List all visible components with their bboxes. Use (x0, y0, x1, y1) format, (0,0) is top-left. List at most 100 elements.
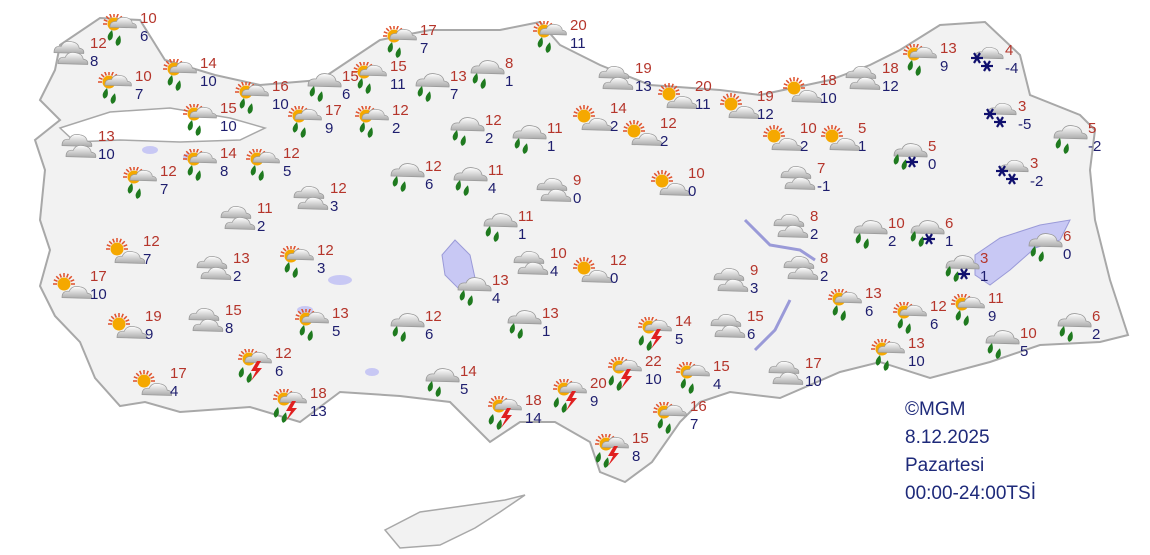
min-temp: 2 (820, 268, 829, 285)
max-temp: 10 (140, 10, 157, 27)
max-temp: 6 (1063, 228, 1072, 245)
station: 12 8 (52, 35, 112, 79)
min-temp: 4 (488, 180, 497, 197)
min-temp: 7 (160, 181, 169, 198)
min-temp: 10 (90, 286, 107, 303)
map-info: ©MGM 8.12.2025 Pazartesi 00:00-24:00TSİ (905, 396, 1036, 508)
min-temp: -2 (1088, 138, 1102, 155)
storm-icon (238, 349, 272, 383)
station: 10 2 (850, 215, 910, 259)
min-temp: 10 (820, 90, 837, 107)
max-temp: 14 (460, 363, 477, 380)
min-temp: 9 (325, 120, 334, 137)
min-temp: 9 (988, 308, 997, 325)
station: 12 2 (354, 102, 414, 146)
station: 10 0 (650, 165, 710, 209)
station: 3 -5 (980, 98, 1040, 142)
max-temp: 17 (170, 365, 187, 382)
station: 14 8 (182, 145, 242, 189)
max-temp: 10 (688, 165, 705, 182)
max-temp: 18 (310, 385, 327, 402)
station: 10 2 (762, 120, 822, 164)
station: 19 12 (719, 88, 779, 132)
min-temp: 10 (200, 73, 217, 90)
station: 10 7 (97, 68, 157, 112)
sun-rain-icon (163, 59, 197, 91)
max-temp: 10 (1020, 325, 1037, 342)
max-temp: 11 (518, 208, 534, 225)
max-temp: 13 (865, 285, 882, 302)
max-temp: 20 (695, 78, 712, 95)
max-temp: 20 (590, 375, 607, 392)
min-temp: 1 (858, 138, 867, 155)
max-temp: 8 (505, 55, 514, 72)
sun-rain-icon (288, 106, 322, 138)
min-temp: 8 (220, 163, 229, 180)
min-temp: 6 (425, 326, 434, 343)
station: 13 1 (504, 305, 564, 349)
sun-rain-icon (295, 309, 329, 341)
station: 12 6 (892, 298, 952, 342)
sun-rain-icon (123, 167, 157, 199)
storm-icon (595, 434, 629, 468)
max-temp: 12 (317, 242, 334, 259)
station: 12 2 (447, 112, 507, 156)
max-temp: 4 (1005, 42, 1014, 59)
rain-icon (307, 73, 342, 102)
min-temp: 2 (485, 130, 494, 147)
min-temp: 1 (518, 226, 527, 243)
sun-cloud-icon (108, 313, 147, 339)
station: 12 3 (279, 242, 339, 286)
sun-rain-icon (893, 302, 927, 334)
max-temp: 12 (930, 298, 947, 315)
max-temp: 13 (98, 128, 115, 145)
rain-icon (1053, 125, 1088, 154)
max-temp: 17 (325, 102, 342, 119)
max-temp: 16 (690, 398, 707, 415)
rain-icon (512, 125, 547, 154)
min-temp: 7 (420, 40, 429, 57)
station: 15 4 (675, 358, 735, 402)
sun-cloud-icon (651, 170, 690, 196)
station: 18 13 (272, 385, 332, 429)
storm-icon (488, 396, 522, 430)
max-temp: 20 (570, 17, 587, 34)
min-temp: 10 (805, 373, 822, 390)
min-temp: 8 (225, 320, 234, 337)
max-temp: 6 (945, 215, 954, 232)
max-temp: 6 (1092, 308, 1101, 325)
min-temp: 6 (865, 303, 874, 320)
max-temp: 5 (1088, 120, 1097, 137)
station: 17 4 (132, 365, 192, 409)
rain-icon (415, 73, 450, 102)
station: 13 10 (60, 128, 120, 172)
rain-icon (425, 368, 460, 397)
station: 10 5 (982, 325, 1042, 369)
max-temp: 12 (330, 180, 347, 197)
min-temp: 5 (332, 323, 341, 340)
max-temp: 12 (143, 233, 160, 250)
station: 12 0 (572, 252, 632, 296)
max-temp: 13 (542, 305, 559, 322)
station: 18 10 (782, 72, 842, 116)
max-temp: 3 (1030, 155, 1039, 172)
rain-icon (390, 163, 425, 192)
station: 12 6 (237, 345, 297, 389)
sun-rain-icon (103, 14, 137, 46)
min-temp: 2 (392, 120, 401, 137)
rain-icon (1028, 233, 1063, 262)
sun-cloud-icon (623, 120, 662, 146)
rain-icon (450, 117, 485, 146)
max-temp: 12 (425, 308, 442, 325)
sun-cloud-icon (763, 125, 802, 151)
sun-rain-icon (246, 149, 280, 181)
min-temp: 7 (143, 251, 152, 268)
sleet-icon (910, 220, 945, 247)
min-temp: 6 (747, 326, 756, 343)
sun-cloud-icon (821, 125, 860, 151)
min-temp: 3 (330, 198, 339, 215)
rain-icon (483, 213, 518, 242)
